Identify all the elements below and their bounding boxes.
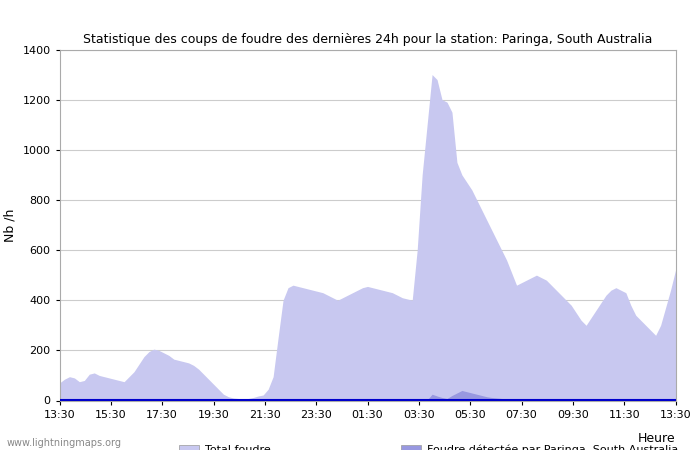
Text: www.lightningmaps.org: www.lightningmaps.org (7, 438, 122, 448)
Text: Heure: Heure (638, 432, 676, 445)
Legend: Total foudre, Moyenne de toutes les stations, Foudre détectée par Paringa, South: Total foudre, Moyenne de toutes les stat… (176, 441, 681, 450)
Title: Statistique des coups de foudre des dernières 24h pour la station: Paringa, Sout: Statistique des coups de foudre des dern… (83, 32, 652, 45)
Y-axis label: Nb /h: Nb /h (4, 208, 17, 242)
